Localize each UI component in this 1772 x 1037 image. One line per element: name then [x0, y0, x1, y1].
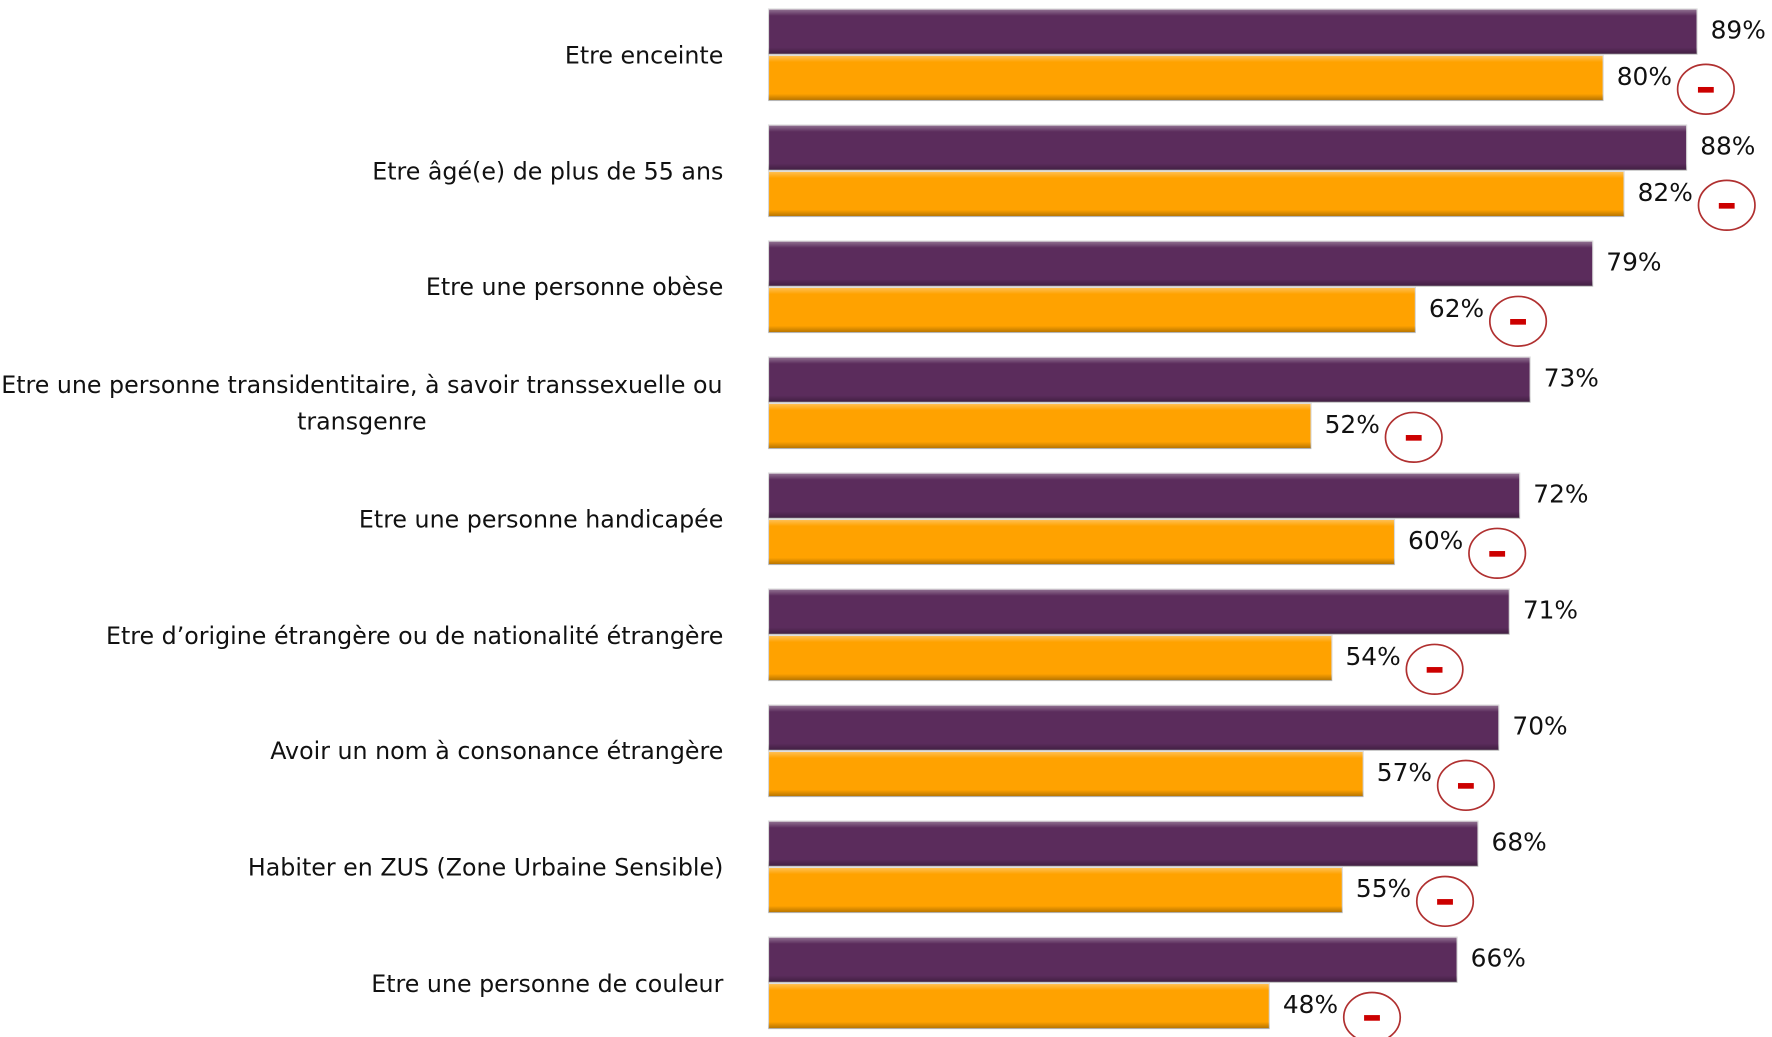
category-label-wrap: Etre enceinte — [0, 9, 723, 102]
category-label-box: Etre une personne handicapée — [0, 473, 723, 566]
category-label: Etre d’origine étrangère ou de nationali… — [106, 621, 724, 649]
bar-shade — [768, 751, 1364, 797]
value-label: 60% — [1408, 526, 1463, 555]
bar-shade — [768, 635, 1332, 681]
bar-shade — [768, 9, 1698, 55]
minus-badge — [1342, 991, 1402, 1037]
category-label-wrap: Avoir un nom à consonance étrangère — [0, 705, 723, 798]
bar-shade — [768, 357, 1531, 403]
category-label-wrap: Etre une personne handicapée — [0, 473, 723, 566]
value-label: 55% — [1356, 874, 1411, 903]
minus-sign — [1437, 899, 1453, 905]
minus-sign — [1718, 202, 1735, 209]
bar-shade — [768, 983, 1270, 1029]
category-label: Etre une personne de couleur — [371, 969, 724, 998]
value-label: 71% — [1523, 596, 1578, 625]
value-label: 54% — [1345, 642, 1400, 671]
category-label-wrap: Etre une personne obèse — [0, 241, 723, 334]
category-label: Etre une personne transidentitaire, à sa… — [1, 371, 723, 436]
value-label: 73% — [1544, 364, 1599, 393]
category-label: Etre enceinte — [564, 41, 724, 69]
category-label-box: Avoir un nom à consonance étrangère — [0, 705, 723, 798]
category-label-wrap: Habiter en ZUS (Zone Urbaine Sensible) — [0, 821, 723, 914]
value-label: 79% — [1606, 248, 1661, 277]
value-label: 70% — [1512, 712, 1567, 741]
value-label: 57% — [1377, 758, 1432, 787]
category-label-box: Etre âgé(e) de plus de 55 ans — [0, 125, 723, 218]
bar-shade — [768, 867, 1343, 913]
category-label-box: Etre d’origine étrangère ou de nationali… — [0, 589, 723, 682]
category-label: Etre âgé(e) de plus de 55 ans — [372, 157, 724, 185]
bar-shade — [768, 287, 1416, 333]
value-label: 89% — [1711, 16, 1766, 45]
value-label: 48% — [1283, 990, 1338, 1019]
minus-sign — [1510, 319, 1526, 325]
bar-shade — [768, 241, 1593, 287]
value-label: 72% — [1533, 480, 1588, 509]
bar-shade — [768, 937, 1458, 983]
value-label: 80% — [1617, 62, 1672, 91]
value-label: 88% — [1700, 132, 1755, 161]
bar-shade — [768, 821, 1478, 867]
bar-shade — [768, 589, 1510, 635]
bar-shade — [768, 473, 1520, 519]
minus-sign — [1405, 435, 1422, 441]
category-label: Etre une personne obèse — [425, 273, 724, 301]
value-label: 68% — [1492, 828, 1547, 857]
category-label-wrap: Etre une personne transidentitaire, à sa… — [0, 357, 723, 450]
category-label-box: Etre une personne obèse — [0, 241, 723, 334]
category-label-box: Etre une personne de couleur — [0, 937, 723, 1030]
category-label-wrap: Etre une personne de couleur — [0, 937, 723, 1030]
minus-sign — [1489, 551, 1506, 557]
category-label: Etre une personne handicapée — [358, 505, 724, 533]
value-label: 82% — [1638, 178, 1693, 207]
category-label-box: Habiter en ZUS (Zone Urbaine Sensible) — [0, 821, 723, 914]
bar-shade — [768, 55, 1604, 101]
category-label-wrap: Etre d’origine étrangère ou de nationali… — [0, 589, 723, 682]
value-label: 62% — [1429, 294, 1484, 323]
bar-shade — [768, 705, 1499, 751]
bar-shade — [768, 125, 1687, 171]
minus-sign — [1364, 1015, 1380, 1021]
bar-shade — [768, 403, 1312, 449]
value-label: 66% — [1471, 944, 1526, 973]
bar-shade — [768, 171, 1625, 217]
bar-shade — [768, 519, 1395, 565]
category-label: Avoir un nom à consonance étrangère — [270, 737, 724, 765]
minus-sign — [1426, 667, 1443, 673]
category-label-box: Etre enceinte — [0, 9, 723, 102]
value-label: 52% — [1325, 410, 1380, 439]
category-label-wrap: Etre âgé(e) de plus de 55 ans — [0, 125, 723, 218]
category-label: Habiter en ZUS (Zone Urbaine Sensible) — [247, 853, 724, 881]
minus-sign — [1697, 86, 1714, 93]
category-label-box: Etre une personne transidentitaire, à sa… — [0, 357, 723, 450]
minus-sign — [1457, 783, 1474, 789]
